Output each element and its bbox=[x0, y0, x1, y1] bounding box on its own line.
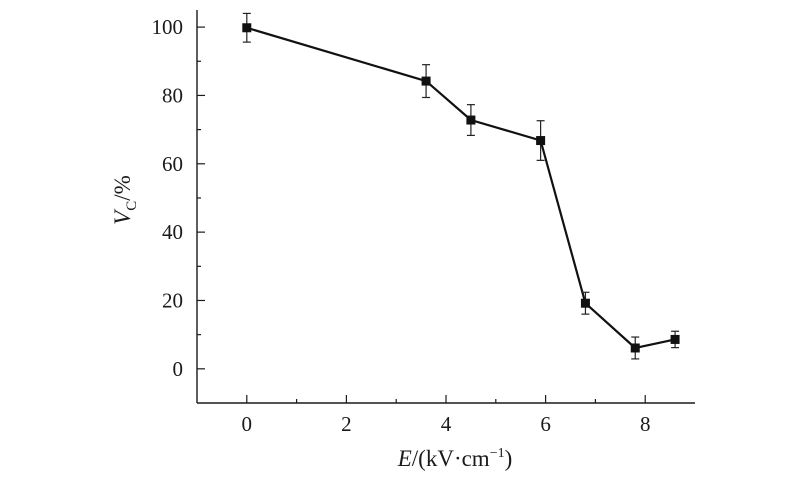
y-axis-title: VC/% bbox=[110, 175, 140, 225]
y-tick-label: 60 bbox=[162, 152, 183, 176]
x-axis-title: E/(kV·cm−1) bbox=[397, 446, 513, 471]
y-tick-label: 80 bbox=[162, 83, 183, 107]
y-tick-label: 100 bbox=[152, 15, 184, 39]
x-axis-unit: /(kV·cm bbox=[412, 446, 490, 471]
data-point bbox=[630, 343, 640, 353]
x-tick-label: 4 bbox=[441, 412, 452, 436]
data-series bbox=[242, 12, 680, 360]
data-point bbox=[536, 136, 546, 146]
y-axis-subscript: C bbox=[124, 201, 140, 211]
data-point bbox=[466, 115, 476, 125]
y-tick-label: 0 bbox=[173, 357, 184, 381]
x-axis-variable: E bbox=[397, 446, 412, 471]
x-tick-label: 2 bbox=[341, 412, 352, 436]
x-tick-label: 6 bbox=[540, 412, 551, 436]
data-point bbox=[670, 334, 680, 344]
y-tick-label: 40 bbox=[162, 220, 183, 244]
tick-marks bbox=[197, 26, 646, 403]
y-tick-label: 20 bbox=[162, 288, 183, 312]
x-tick-label: 8 bbox=[640, 412, 651, 436]
series-line bbox=[246, 26, 676, 350]
x-axis-unit-exponent: −1 bbox=[490, 446, 505, 461]
data-point bbox=[242, 23, 252, 33]
y-axis-unit: /% bbox=[110, 175, 135, 201]
x-axis-unit-close: ) bbox=[505, 446, 513, 471]
data-point bbox=[580, 298, 590, 308]
y-axis-variable: V bbox=[110, 208, 135, 225]
x-tick-label: 0 bbox=[242, 412, 253, 436]
data-point bbox=[421, 76, 431, 86]
axes bbox=[196, 10, 695, 404]
